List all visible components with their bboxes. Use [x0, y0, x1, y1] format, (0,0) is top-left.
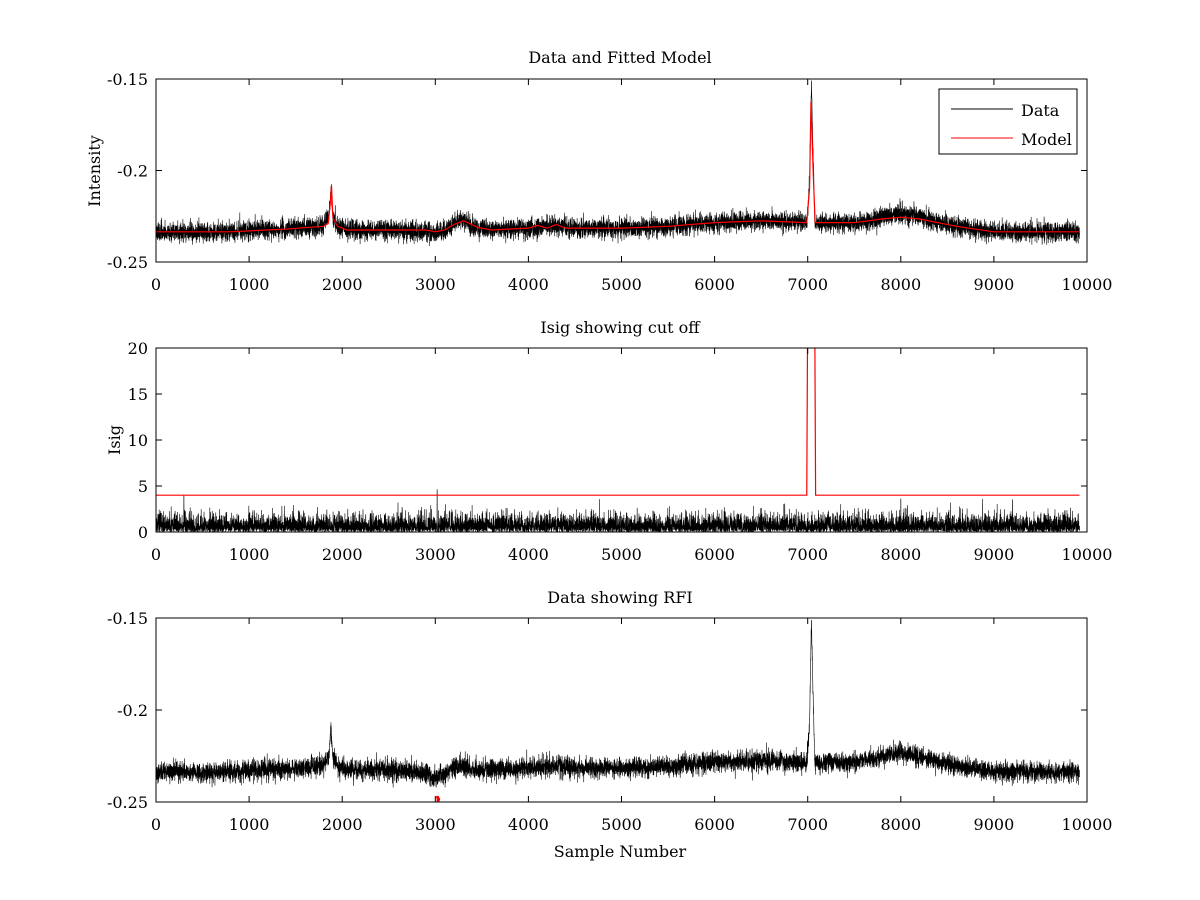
subplot-2-ylabel: Isig [105, 425, 124, 455]
subplot-1-title: Data and Fitted Model [528, 48, 711, 67]
x-tick-label: 9000 [974, 545, 1015, 564]
x-tick-label: 3000 [415, 545, 456, 564]
x-tick-label: 10000 [1062, 815, 1113, 834]
x-tick-label: 7000 [787, 275, 828, 294]
series-group [156, 619, 1080, 802]
x-tick-label: 0 [151, 275, 161, 294]
x-tick-label: 5000 [601, 545, 642, 564]
subplot-3-xlabel: Sample Number [554, 842, 687, 861]
y-tick-label: -0.15 [107, 609, 148, 628]
series-group [156, 348, 1080, 532]
x-tick-label: 2000 [322, 545, 363, 564]
x-tick-label: 9000 [974, 815, 1015, 834]
x-tick-label: 8000 [880, 545, 921, 564]
x-tick-label: 9000 [974, 275, 1015, 294]
series-cut-off [156, 348, 1080, 496]
x-tick-label: 5000 [601, 275, 642, 294]
x-tick-label: 5000 [601, 815, 642, 834]
x-tick-label: 0 [151, 545, 161, 564]
subplot-1-ylabel: Intensity [85, 135, 104, 207]
y-tick-label: -0.2 [117, 701, 148, 720]
x-tick-label: 2000 [322, 275, 363, 294]
x-tick-label: 0 [151, 815, 161, 834]
subplot-2-title: Isig showing cut off [540, 318, 701, 337]
subplot-2-isig-showing-cut-off: 0 1000 2000 3000 4000 5000 6000 7000 8000 9000 100… [105, 318, 1113, 564]
x-tick-label: 4000 [508, 545, 549, 564]
subplot-3-data-showing-rfi: 0 1000 2000 3000 4000 5000 6000 7000 8000 9000 100… [107, 588, 1112, 861]
y-tick-label: 5 [138, 477, 148, 496]
y-tick-label: 15 [128, 385, 148, 404]
x-tick-label: 10000 [1062, 545, 1113, 564]
series-model [156, 101, 1080, 233]
y-tick-label: 20 [128, 339, 148, 358]
legend-box [938, 88, 1078, 155]
subplot-1-data-and-fitted-model: 0 1000 2000 3000 4000 5000 6000 7000 8000 9000 100… [85, 48, 1112, 294]
subplot-2-ticks: 0 1000 2000 3000 4000 5000 6000 7000 8000 9000 100… [128, 339, 1113, 564]
y-tick-label: -0.15 [107, 70, 148, 89]
legend-model-label: Model [1021, 130, 1072, 149]
subplot-1-plot-area [156, 80, 1080, 247]
x-tick-label: 8000 [880, 815, 921, 834]
y-tick-label: -0.2 [117, 162, 148, 181]
subplot-3-ticks: 0 1000 2000 3000 4000 5000 6000 7000 8000 9000 100… [107, 609, 1112, 834]
x-tick-label: 4000 [508, 275, 549, 294]
x-tick-label: 3000 [415, 815, 456, 834]
subplot-1-ticks: 0 1000 2000 3000 4000 5000 6000 7000 8000 9000 100… [107, 70, 1112, 294]
y-tick-label: -0.25 [107, 793, 148, 812]
x-tick-label: 3000 [415, 275, 456, 294]
x-tick-label: 2000 [322, 815, 363, 834]
x-tick-label: 1000 [229, 275, 270, 294]
series-isig [156, 489, 1080, 532]
x-tick-label: 7000 [787, 545, 828, 564]
subplot-3-title: Data showing RFI [547, 588, 692, 607]
x-tick-label: 1000 [229, 545, 270, 564]
series-data [156, 80, 1080, 247]
legend-data-label: Data [1021, 101, 1060, 120]
y-tick-label: 0 [138, 523, 148, 542]
x-tick-label: 4000 [508, 815, 549, 834]
y-tick-label: -0.25 [107, 253, 148, 272]
subplot-3-plot-area [156, 619, 1080, 802]
x-tick-label: 6000 [694, 275, 735, 294]
x-tick-label: 8000 [880, 275, 921, 294]
x-tick-label: 10000 [1062, 275, 1113, 294]
subplot-2-plot-area [156, 348, 1080, 532]
y-tick-label: 10 [128, 431, 148, 450]
series-data [156, 619, 1080, 788]
series-group [156, 80, 1080, 247]
x-tick-label: 7000 [787, 815, 828, 834]
x-tick-label: 1000 [229, 815, 270, 834]
x-tick-label: 6000 [694, 815, 735, 834]
subplot-1-legend: Data Model [938, 88, 1078, 155]
x-tick-label: 6000 [694, 545, 735, 564]
series-rfi-point [436, 797, 441, 801]
